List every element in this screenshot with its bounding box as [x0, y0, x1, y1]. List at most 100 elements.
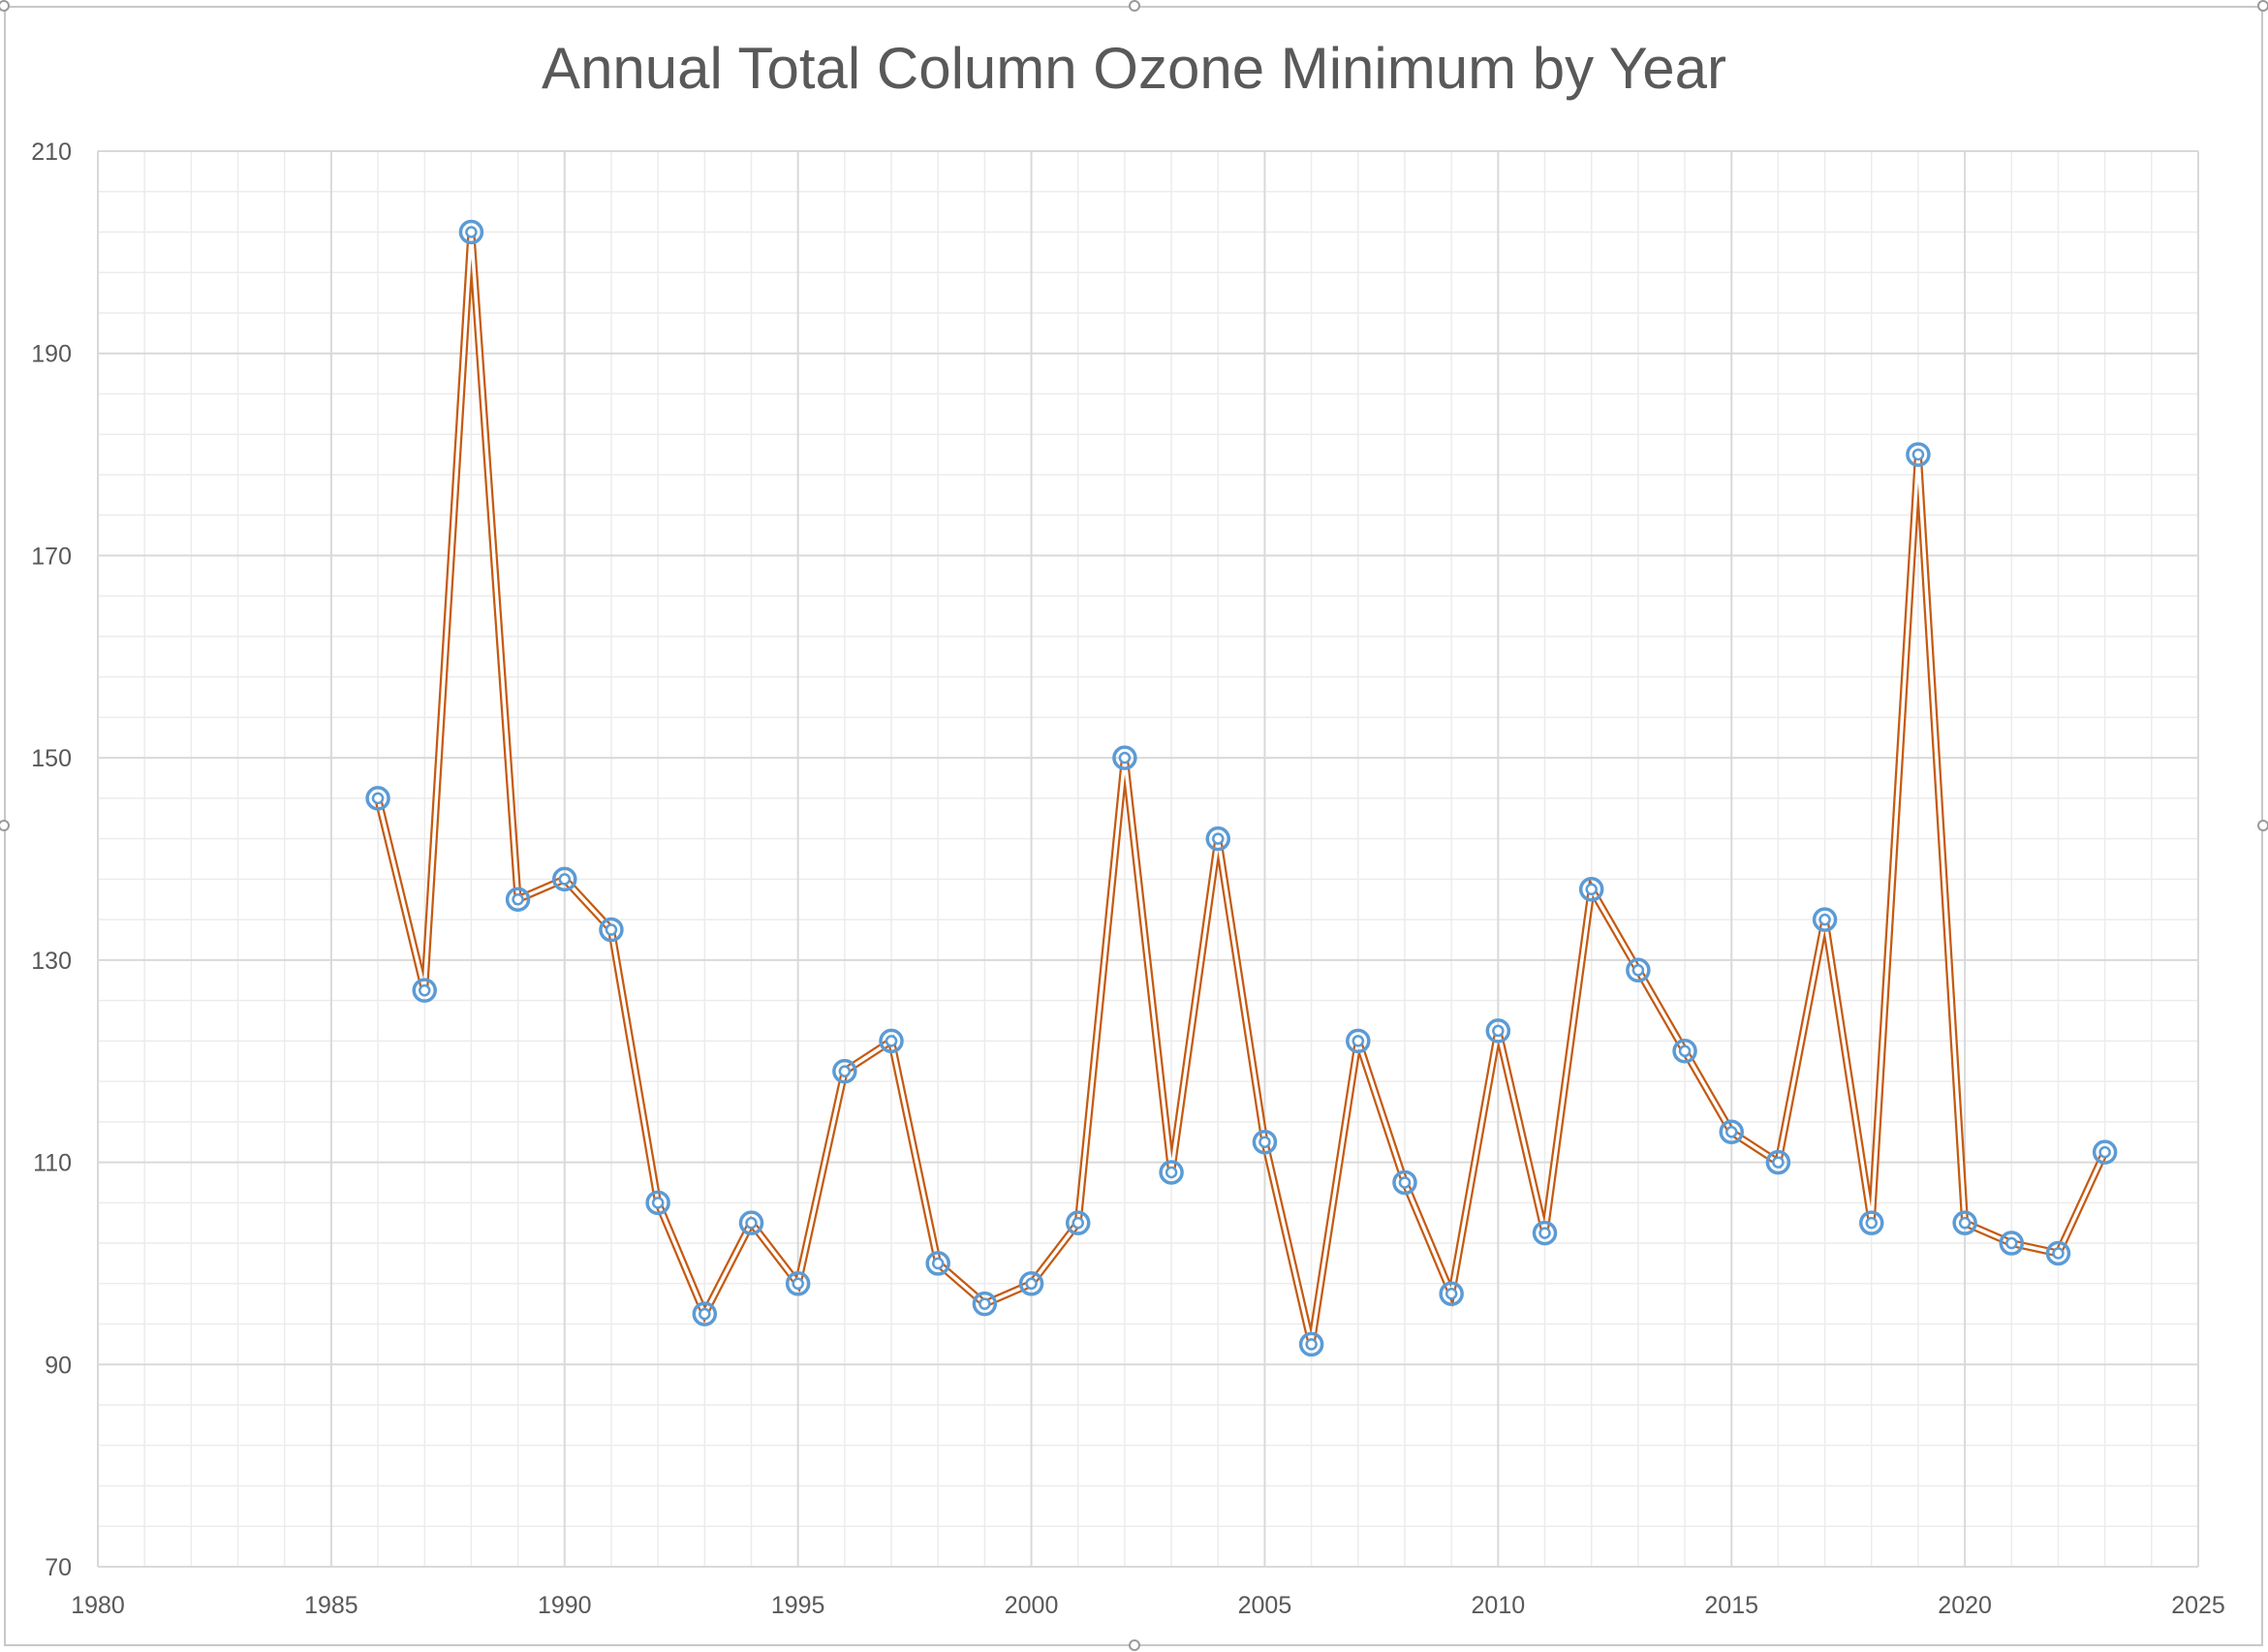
data-point-inner-ring	[745, 1216, 758, 1230]
data-point	[1346, 1028, 1371, 1054]
y-tick-label: 170	[31, 543, 72, 570]
data-point-outer-ring	[738, 1210, 764, 1235]
data-point-outer-ring	[692, 1301, 718, 1326]
data-point-outer-ring	[1018, 1271, 1044, 1296]
data-point	[2045, 1240, 2071, 1266]
data-point-outer-ring	[1065, 1210, 1091, 1235]
data-point-inner-ring	[1724, 1126, 1738, 1138]
data-point-outer-ring	[1298, 1331, 1324, 1357]
y-axis-tick-labels: 70 90 110 130 150 170 190 210	[31, 139, 72, 1581]
data-point-inner-ring	[2005, 1236, 2018, 1250]
data-point-inner-ring	[1445, 1287, 1458, 1300]
data-point-outer-ring	[1578, 877, 1604, 902]
data-point	[1672, 1039, 1697, 1064]
data-point-outer-ring	[1532, 1220, 1558, 1246]
data-point-inner-ring	[1772, 1156, 1785, 1169]
y-tick-label: 90	[45, 1352, 72, 1379]
data-point-outer-ring	[2045, 1240, 2071, 1266]
data-point	[1439, 1281, 1464, 1306]
data-point-inner-ring	[558, 873, 572, 886]
x-axis-tick-labels: 1980 1985 1990 1995 2000 2005 2010 2015 2020 2025	[71, 1592, 2225, 1619]
data-point-inner-ring	[1911, 448, 1925, 461]
data-point-outer-ring	[1392, 1169, 1417, 1196]
y-tick-label: 110	[33, 1150, 72, 1177]
data-point-inner-ring	[838, 1065, 852, 1077]
data-point-outer-ring	[1812, 907, 1838, 932]
resize-handle-top-left[interactable]	[0, 0, 10, 12]
data-point-inner-ring	[931, 1257, 945, 1270]
data-point-inner-ring	[1492, 1024, 1505, 1038]
series-markers	[365, 219, 2118, 1357]
data-point-outer-ring	[1952, 1210, 1977, 1235]
data-point-outer-ring	[1205, 826, 1231, 852]
data-point-inner-ring	[465, 226, 478, 238]
x-tick-label: 2010	[1472, 1592, 1526, 1619]
data-point	[1578, 877, 1604, 902]
data-point	[552, 866, 577, 892]
data-point-outer-ring	[1765, 1149, 1791, 1175]
data-point-outer-ring	[1626, 957, 1651, 983]
data-point-inner-ring	[1118, 751, 1132, 764]
data-point	[458, 219, 484, 245]
data-point-outer-ring	[1672, 1039, 1697, 1064]
data-point-outer-ring	[1346, 1028, 1371, 1054]
data-point	[1485, 1018, 1511, 1044]
data-point-inner-ring	[1538, 1227, 1551, 1239]
resize-handle-middle-left[interactable]	[0, 820, 10, 831]
resize-handle-top-center[interactable]	[1129, 0, 1140, 12]
data-point-outer-ring	[552, 866, 577, 892]
data-point	[1906, 442, 1931, 467]
data-point-inner-ring	[2052, 1247, 2065, 1260]
data-point-inner-ring	[1072, 1216, 1084, 1230]
data-point-inner-ring	[1631, 964, 1645, 977]
data-point	[972, 1291, 998, 1317]
data-point-inner-ring	[1305, 1338, 1318, 1351]
data-point	[1298, 1331, 1324, 1357]
data-point-inner-ring	[792, 1277, 804, 1291]
data-point-outer-ring	[1439, 1281, 1464, 1306]
data-point	[1065, 1210, 1091, 1235]
data-point-outer-ring	[1719, 1119, 1744, 1145]
data-point	[738, 1210, 764, 1235]
y-tick-label: 70	[45, 1554, 72, 1581]
data-point	[1765, 1149, 1791, 1175]
data-point-outer-ring	[972, 1291, 998, 1317]
data-point-outer-ring	[925, 1251, 950, 1276]
data-point	[1205, 826, 1231, 852]
data-point-outer-ring	[1112, 745, 1137, 770]
data-point	[692, 1301, 718, 1326]
series-line-outer	[374, 232, 2109, 1346]
x-tick-label: 1980	[71, 1592, 125, 1619]
data-point-outer-ring	[1159, 1160, 1184, 1185]
data-point-outer-ring	[505, 887, 531, 912]
data-point	[832, 1058, 857, 1084]
data-point-inner-ring	[1958, 1216, 1972, 1230]
data-point-inner-ring	[1165, 1166, 1178, 1179]
data-point	[1812, 907, 1838, 932]
x-tick-label: 1995	[771, 1592, 825, 1619]
data-point	[645, 1190, 670, 1216]
data-point-inner-ring	[605, 923, 618, 936]
data-point	[1999, 1231, 2025, 1256]
data-point-inner-ring	[1398, 1176, 1412, 1189]
data-point-inner-ring	[1678, 1044, 1692, 1058]
data-point-inner-ring	[651, 1197, 665, 1209]
x-tick-label: 1990	[538, 1592, 592, 1619]
major-gridlines	[97, 150, 2199, 1568]
data-point	[925, 1251, 950, 1276]
x-tick-label: 2015	[1704, 1592, 1758, 1619]
series-line	[374, 232, 2109, 1346]
data-point-inner-ring	[1585, 883, 1598, 896]
data-point	[1392, 1169, 1417, 1196]
resize-handle-bottom-center[interactable]	[1129, 1639, 1140, 1651]
data-point	[785, 1271, 811, 1296]
data-point-outer-ring	[2092, 1139, 2118, 1165]
data-point-inner-ring	[1865, 1216, 1879, 1230]
data-point	[505, 887, 531, 912]
y-tick-label: 150	[31, 745, 72, 772]
y-tick-label: 210	[31, 139, 72, 166]
data-point-outer-ring	[365, 786, 390, 811]
data-point	[2092, 1139, 2118, 1165]
data-point	[1532, 1220, 1558, 1246]
